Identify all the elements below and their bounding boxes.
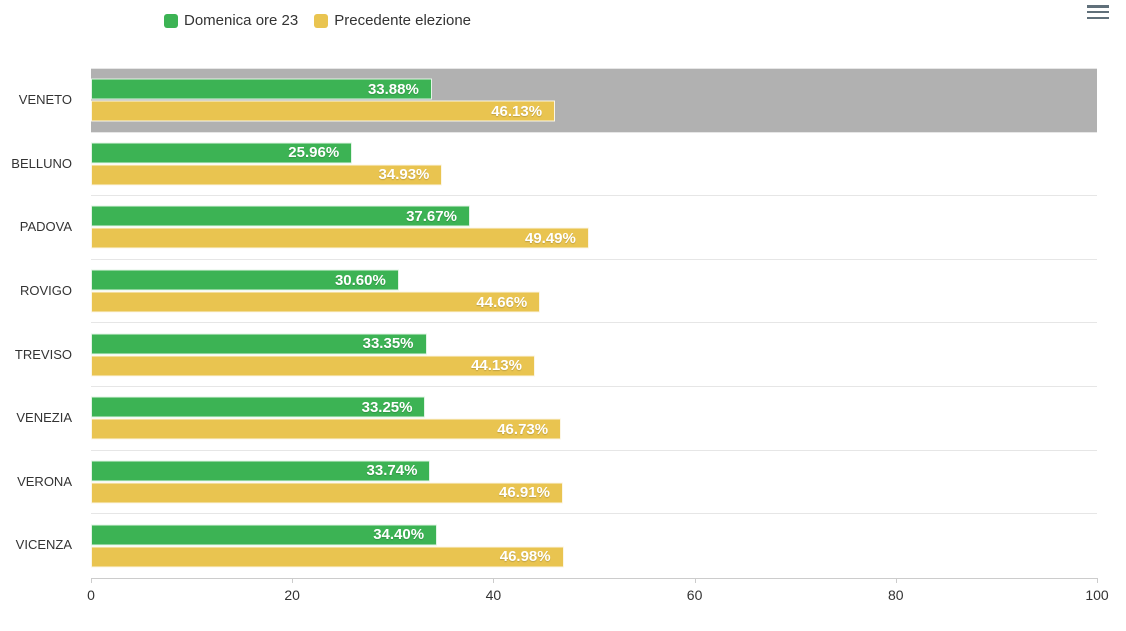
axis-tick-label-40: 40 bbox=[485, 587, 502, 603]
bar-group: 25.96% 34.93% bbox=[91, 142, 1097, 186]
chart-row-verona: 33.74% 46.91% bbox=[91, 451, 1097, 515]
hamburger-menu-icon[interactable] bbox=[1087, 5, 1109, 19]
category-label-treviso: TREVISO bbox=[14, 346, 72, 362]
chart-row-rovigo: 30.60% 44.66% bbox=[91, 260, 1097, 324]
bar-veneto-domenica-ore-23[interactable]: 33.88% bbox=[91, 78, 432, 100]
bar-group: 33.25% 46.73% bbox=[91, 396, 1097, 440]
bar-value-label: 34.93% bbox=[378, 166, 430, 184]
legend-swatch-icon bbox=[314, 14, 329, 28]
bar-value-label: 30.60% bbox=[334, 271, 386, 289]
legend-label: Domenica ore 23 bbox=[184, 12, 299, 29]
axis-tick bbox=[493, 578, 495, 583]
bar-venezia-domenica-ore-23[interactable]: 33.25% bbox=[91, 396, 426, 418]
bar-belluno-domenica-ore-23[interactable]: 25.96% bbox=[91, 142, 353, 164]
bar-verona-domenica-ore-23[interactable]: 33.74% bbox=[91, 460, 431, 482]
bar-rovigo-precedente-elezione[interactable]: 44.66% bbox=[91, 291, 541, 313]
bar-group: 34.40% 46.98% bbox=[91, 524, 1097, 568]
axis-tick-label-20: 20 bbox=[284, 587, 300, 603]
bar-group: 33.88% 46.13% bbox=[91, 78, 1097, 122]
axis-tick-label-80: 80 bbox=[888, 587, 904, 603]
chart-row-padova: 37.67% 49.49% bbox=[91, 196, 1097, 260]
bar-vicenza-domenica-ore-23[interactable]: 34.40% bbox=[91, 524, 438, 546]
bar-value-label: 46.98% bbox=[499, 548, 551, 566]
legend-label: Precedente elezione bbox=[334, 12, 471, 29]
bar-rovigo-domenica-ore-23[interactable]: 30.60% bbox=[91, 269, 399, 291]
bar-value-label: 34.40% bbox=[373, 526, 425, 544]
bar-value-label: 33.35% bbox=[362, 335, 414, 353]
axis-tick bbox=[91, 578, 92, 583]
axis-tick bbox=[895, 578, 897, 583]
legend-item-domenica-ore-23[interactable]: Domenica ore 23 bbox=[164, 11, 298, 31]
legend-item-precedente-elezione[interactable]: Precedente elezione bbox=[314, 11, 471, 31]
bar-value-label: 37.67% bbox=[406, 207, 457, 225]
bar-treviso-domenica-ore-23[interactable]: 33.35% bbox=[91, 333, 427, 355]
category-label-padova: PADOVA bbox=[19, 219, 72, 235]
axis-tick-label-100: 100 bbox=[1085, 587, 1109, 603]
chart-row-venezia: 33.25% 46.73% bbox=[91, 387, 1097, 451]
plot-area: 33.88% 46.13% 25.96% 34.93% 37.67% 49.49% 30.6… bbox=[91, 68, 1097, 579]
bar-value-label: 44.66% bbox=[476, 293, 528, 311]
axis-tick bbox=[292, 578, 294, 583]
bar-padova-domenica-ore-23[interactable]: 37.67% bbox=[91, 205, 470, 227]
bar-value-label: 49.49% bbox=[524, 229, 576, 247]
bar-value-label: 46.91% bbox=[499, 484, 550, 502]
chart-row-veneto: 33.88% 46.13% bbox=[91, 69, 1097, 133]
bar-value-label: 33.25% bbox=[361, 398, 413, 416]
category-label-vicenza: VICENZA bbox=[15, 537, 72, 553]
chart-row-belluno: 25.96% 34.93% bbox=[91, 133, 1097, 197]
bar-group: 37.67% 49.49% bbox=[91, 205, 1097, 249]
bar-value-label: 33.74% bbox=[366, 462, 418, 480]
category-axis: VENETO BELLUNO PADOVA ROVIGO TREVISO VENEZIA V… bbox=[0, 68, 80, 577]
bar-veneto-precedente-elezione[interactable]: 46.13% bbox=[91, 100, 556, 122]
bar-group: 33.35% 44.13% bbox=[91, 333, 1097, 377]
axis-tick-label-60: 60 bbox=[686, 587, 703, 603]
category-label-veneto: VENETO bbox=[18, 92, 72, 108]
value-axis: 0 20 40 60 80 100 bbox=[87, 578, 1109, 618]
axis-tick-label-0: 0 bbox=[87, 587, 95, 603]
bar-padova-precedente-elezione[interactable]: 49.49% bbox=[91, 227, 589, 249]
bar-value-label: 33.88% bbox=[367, 80, 419, 98]
bar-group: 33.74% 46.91% bbox=[91, 460, 1097, 504]
category-label-rovigo: ROVIGO bbox=[19, 283, 72, 299]
bar-value-label: 46.13% bbox=[491, 102, 543, 120]
bar-value-label: 25.96% bbox=[288, 144, 340, 162]
chart-row-vicenza: 34.40% 46.98% bbox=[91, 514, 1097, 578]
chart-row-treviso: 33.35% 44.13% bbox=[91, 323, 1097, 387]
bar-verona-precedente-elezione[interactable]: 46.91% bbox=[91, 482, 563, 504]
bar-value-label: 46.73% bbox=[497, 420, 549, 438]
bar-belluno-precedente-elezione[interactable]: 34.93% bbox=[91, 164, 443, 186]
bar-value-label: 44.13% bbox=[471, 357, 522, 375]
bar-group: 30.60% 44.66% bbox=[91, 269, 1097, 313]
legend-swatch-icon bbox=[164, 14, 178, 28]
chart-legend: Domenica ore 23 Precedente elezione bbox=[164, 11, 471, 31]
category-label-venezia: VENEZIA bbox=[16, 410, 72, 426]
axis-tick bbox=[694, 578, 696, 583]
bar-vicenza-precedente-elezione[interactable]: 46.98% bbox=[91, 546, 564, 568]
category-label-belluno: BELLUNO bbox=[11, 155, 72, 171]
category-label-verona: VERONA bbox=[17, 473, 72, 489]
bar-treviso-precedente-elezione[interactable]: 44.13% bbox=[91, 355, 535, 377]
axis-tick bbox=[1097, 578, 1098, 583]
bar-venezia-precedente-elezione[interactable]: 46.73% bbox=[91, 418, 562, 440]
